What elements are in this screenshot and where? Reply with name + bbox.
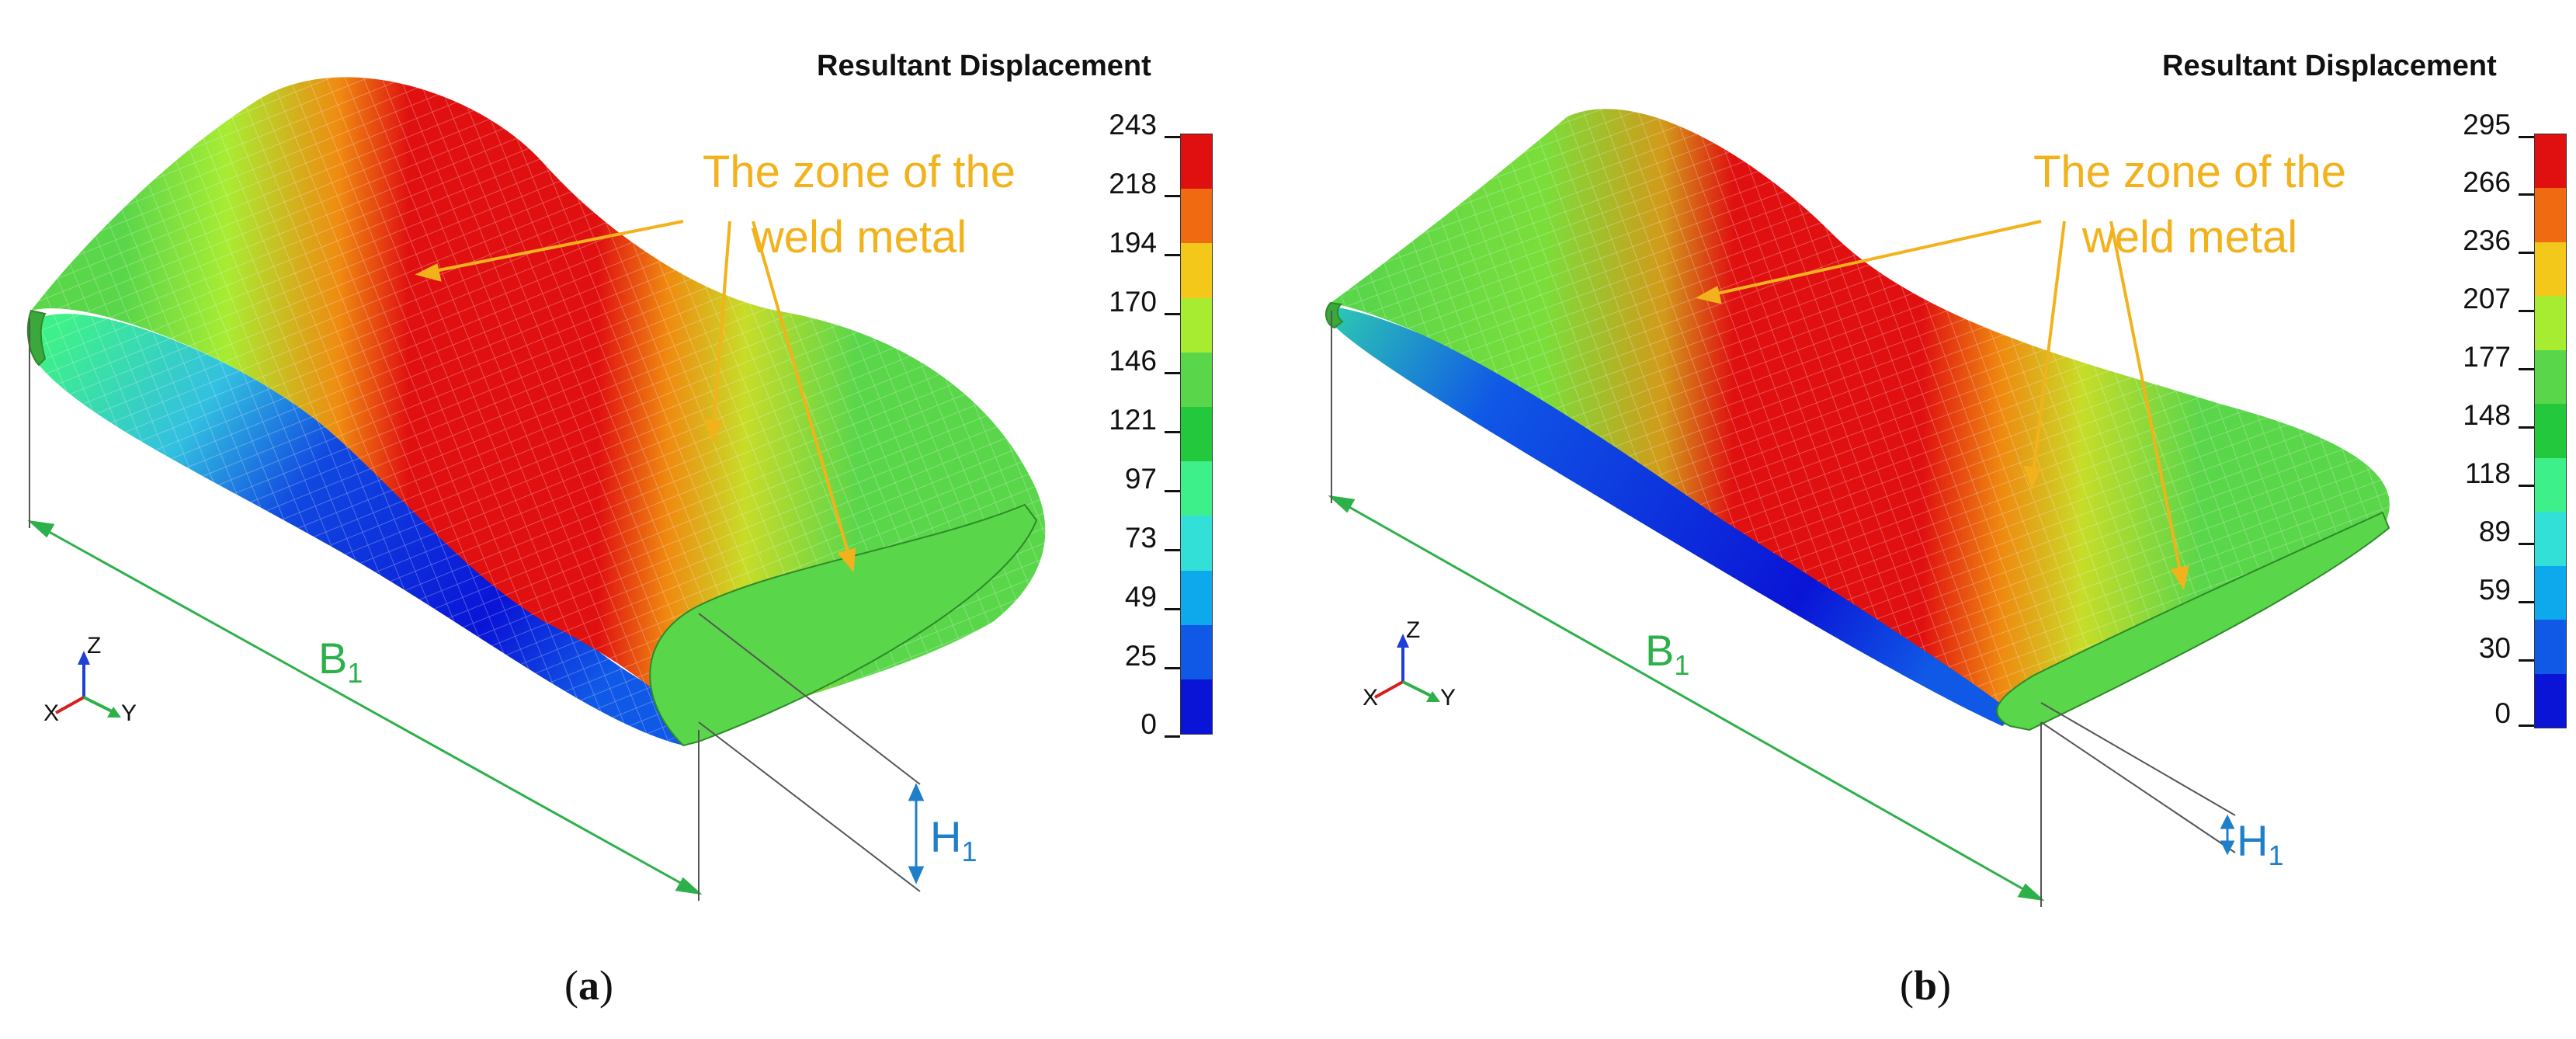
weld-zone-annotation-b: The zone of the weld metal [2033,140,2346,270]
extension-lines-b [1331,311,2236,907]
caption-b: (b) [1900,962,1952,1009]
scale-tick: 59 [2410,574,2534,606]
deformed-tube-model-b [1325,109,2390,907]
panel-b: Z X Y The zone of the weld metal B1 H1 R… [1288,0,2576,1039]
axis-z-label: Z [1406,617,1421,643]
scale-tick: 148 [2410,399,2534,432]
scale-tick: 30 [2410,632,2534,665]
axis-x-label: X [1363,685,1379,711]
weld-zone-annotation-a: The zone of the weld metal [703,140,1015,270]
back-rim-b [1325,301,1344,329]
deformed-tube-model-a [26,77,1046,901]
scale-tick: 177 [2410,341,2534,374]
scale-tick: 266 [2410,166,2534,199]
back-rim-a [26,309,47,367]
legend-title-a: Resultant Displacement [817,50,1151,82]
scale-tick: 0 [2410,697,2534,730]
scale-tick: 146 [1056,345,1180,377]
scale-tick: 243 [1056,109,1180,141]
axis-z-label: Z [87,633,102,658]
axis-y-label: Y [121,700,137,726]
h1-dimension-b [2220,814,2235,856]
scale-tick: 194 [1056,227,1180,259]
front-rim-b [1996,511,2390,731]
scale-tick: 25 [1056,640,1180,672]
annotation-line-1: The zone of the [703,147,1016,197]
extension-lines-a [29,318,921,901]
b1-label-b: B1 [1645,626,1690,682]
color-scale-bar-b [2534,134,2567,728]
annotation-line-2: weld metal [2081,212,2298,263]
b1-dimension-a [27,520,703,895]
scale-tick: 73 [1056,522,1180,554]
scale-tick: 218 [1056,168,1180,200]
h1-dimension-a [908,783,925,884]
panel-a: Z X Y The zone of the weld metal B1 H1 R… [26,50,1213,1009]
scale-tick: 170 [1056,286,1180,318]
axis-y-label: Y [1440,685,1456,711]
scale-tick: 89 [2410,516,2534,548]
axis-x-label: X [43,700,60,726]
scale-tick: 295 [2410,109,2534,141]
b1-dimension-b [1328,495,2045,902]
caption-a: (a) [564,962,613,1009]
scale-tick: 236 [2410,224,2534,257]
scale-tick: 0 [1056,708,1180,741]
inner-surface-b [1335,307,2018,726]
annotation-line-2: weld metal [751,212,967,263]
axis-triad-b [1374,634,1440,702]
scale-tick: 49 [1056,581,1180,613]
annotation-arrows-a [415,220,856,572]
h1-label-b: H1 [2237,816,2284,872]
scale-tick: 207 [2410,283,2534,315]
scale-tick: 118 [2410,457,2534,490]
front-rim-a [649,503,1038,747]
scale-tick: 121 [1056,404,1180,436]
legend-title-b: Resultant Displacement [2162,50,2497,82]
annotation-line-1: The zone of the [2033,147,2347,197]
color-scale-bar-a [1180,134,1213,735]
annotation-arrows-b [1695,220,2189,591]
b1-label-a: B1 [318,634,363,690]
h1-label-a: H1 [930,812,977,868]
scale-tick: 97 [1056,463,1180,495]
axis-triad-a [55,651,121,718]
